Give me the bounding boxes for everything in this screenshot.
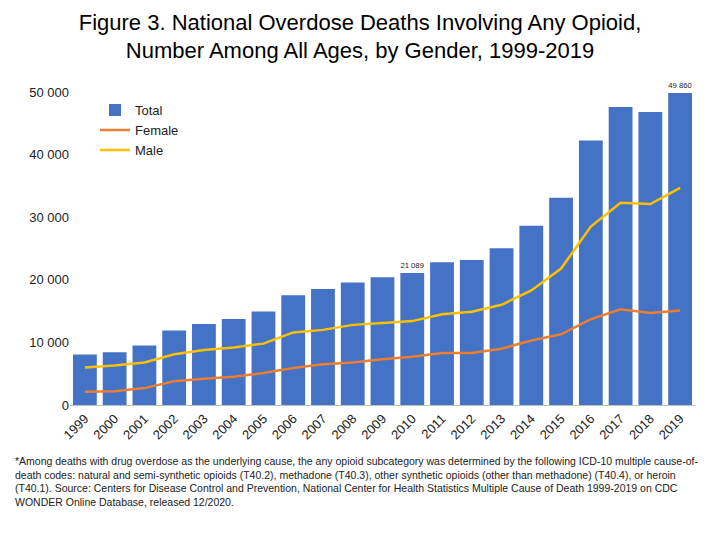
svg-text:2003: 2003 xyxy=(180,411,211,442)
svg-text:30 000: 30 000 xyxy=(29,210,69,225)
svg-text:0: 0 xyxy=(62,398,69,413)
svg-text:2006: 2006 xyxy=(269,411,300,442)
svg-text:49 860: 49 860 xyxy=(668,81,692,90)
svg-text:2005: 2005 xyxy=(239,411,270,442)
svg-text:2007: 2007 xyxy=(299,411,330,442)
svg-text:2015: 2015 xyxy=(537,411,568,442)
svg-text:Figure 3. National Overdose De: Figure 3. National Overdose Deaths Invol… xyxy=(79,10,642,64)
svg-text:2016: 2016 xyxy=(566,411,597,442)
svg-text:2018: 2018 xyxy=(626,411,657,442)
svg-text:2013: 2013 xyxy=(477,411,508,442)
svg-text:2014: 2014 xyxy=(507,411,538,442)
svg-text:1999: 1999 xyxy=(61,411,92,442)
svg-text:50 000: 50 000 xyxy=(29,85,69,100)
svg-text:2008: 2008 xyxy=(328,411,359,442)
svg-text:20 000: 20 000 xyxy=(29,272,69,287)
svg-text:21 089: 21 089 xyxy=(400,261,424,270)
svg-text:10 000: 10 000 xyxy=(29,335,69,350)
svg-text:40 000: 40 000 xyxy=(29,147,69,162)
svg-text:2000: 2000 xyxy=(90,411,121,442)
svg-text:2011: 2011 xyxy=(418,411,448,441)
html-text:*Among deaths with drug overdo: *Among deaths with drug overdose as the … xyxy=(15,455,698,508)
svg-text:Male: Male xyxy=(135,143,163,158)
svg-text:Total: Total xyxy=(135,103,163,118)
svg-text:2010: 2010 xyxy=(388,411,419,442)
svg-text:2012: 2012 xyxy=(447,411,478,442)
svg-text:2019: 2019 xyxy=(656,411,687,442)
svg-text:2004: 2004 xyxy=(209,411,240,442)
svg-text:2001: 2001 xyxy=(120,411,151,442)
svg-text:Female: Female xyxy=(135,123,178,138)
svg-text:2002: 2002 xyxy=(150,411,181,442)
svg-text:2017: 2017 xyxy=(596,411,627,442)
svg-text:2009: 2009 xyxy=(358,411,389,442)
